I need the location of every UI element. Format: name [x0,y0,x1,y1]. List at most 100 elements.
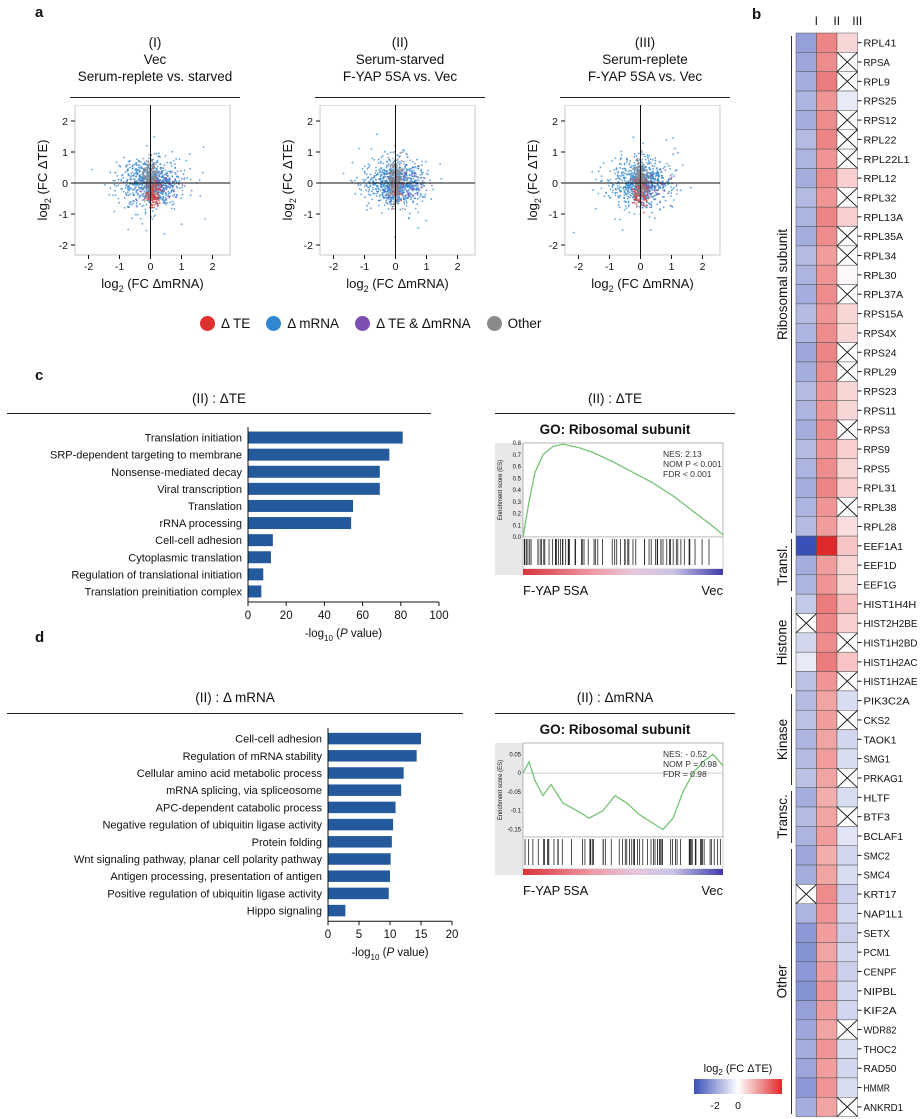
legend-item: Δ TE [200,316,250,331]
heatmap-cell [816,361,838,382]
gsea-right-label: Vec [701,583,723,598]
bar [248,431,403,444]
scatter-point [375,174,378,177]
scatter-point [146,198,148,200]
group-bracket [791,848,792,1114]
scatter-point [145,144,148,147]
scatter-point [165,176,167,179]
bar-chart-te: Translation initiation SRP-dependent targ… [50,427,449,643]
scatter-point [387,198,389,201]
scatter-point [611,160,613,162]
scatter-point [162,195,165,198]
scatter-point [142,174,145,177]
scatter-point [432,188,434,191]
scatter-point [654,162,657,165]
gsea-mrna-rule [495,713,735,714]
scatter-point [611,186,614,189]
scatter-point [651,211,654,214]
scatter-point [397,178,400,181]
scatter-point [151,209,154,212]
heatmap-row-label: RPL22 [864,134,897,146]
scatter-point [630,170,633,172]
heatmap-cell [816,90,838,111]
scatter-point [637,180,640,183]
heatmap-cell [816,593,838,614]
scatter-point [414,192,417,195]
scatter-point [387,173,390,175]
scatter-rule [315,97,485,98]
scatter-point [671,188,674,191]
gsea-y-tick-label: 0.1 [513,523,522,529]
scatter-point [619,194,622,197]
y-tick-label: 0 [62,178,68,190]
heatmap-row-label: HIST2H2BE [864,618,918,630]
scatter-point [410,167,413,170]
scatter-point [629,193,631,196]
scatter-point [400,168,402,171]
scatter-point [138,160,140,162]
legend-dot-icon [266,316,282,331]
scatter-point [117,184,120,186]
scatter-point [607,194,610,197]
scatter-point [630,176,632,179]
scatter-point [668,177,671,180]
scatter-point [122,180,125,183]
scatter-point [387,208,390,210]
scatter-point [420,194,423,196]
scatter-point [367,202,370,205]
scatter-point [397,175,400,178]
scatter-point [138,197,141,199]
scatter-point [154,200,156,203]
scatter-point [141,205,143,208]
scatter-point [373,158,376,161]
scatter-point [421,173,423,176]
scatter-point [381,180,383,182]
scatter-point [168,180,171,183]
heatmap-cell [836,651,858,672]
scatter-point [643,167,646,170]
scatter-title-line: (II) [391,35,409,50]
scatter-point [143,176,146,179]
scatter-point [166,161,168,164]
scatter-point [371,190,373,193]
scatter-point [128,160,131,162]
scatter-point [626,189,629,192]
scatter-point [671,173,673,176]
scatter-point [147,172,150,175]
scatter-point [144,212,147,215]
category-label: Antigen processing, presentation of anti… [110,871,322,883]
gsea-rank-bar [523,869,723,875]
scatter-point [362,178,364,181]
scatter-point [137,166,140,169]
scatter-point [166,172,169,175]
group-label: Transc. [774,794,790,839]
scatter-point [158,188,160,191]
heatmap-cell [795,1000,817,1021]
missing-cross-icon [836,419,858,440]
scatter-point [407,184,410,187]
scatter-point [640,185,643,187]
scatter-point [619,218,621,221]
scatter-point [392,198,395,200]
legend-label: Δ mRNA [287,316,340,331]
scatter-point [128,206,130,208]
scatter-point [390,191,393,194]
scatter-point [646,156,649,158]
scatter-point [641,170,644,173]
scatter-point [367,193,370,196]
heatmap-cell [795,342,817,363]
scatter-point [131,165,134,168]
scatter-point [414,179,417,182]
scatter-point [648,161,651,164]
scatter-point [636,166,639,169]
scatter-point [637,173,640,176]
scatter-point [655,191,657,194]
heatmap-row-label: RPS4X [864,328,897,340]
scatter-point [143,197,146,200]
scatter-point [412,189,414,192]
scatter-point [645,180,648,183]
scatter-point [172,185,175,187]
scatter-point [629,177,632,180]
gsea-y-label: Enrichment score (ES) [498,460,504,520]
scatter-point [625,201,627,203]
